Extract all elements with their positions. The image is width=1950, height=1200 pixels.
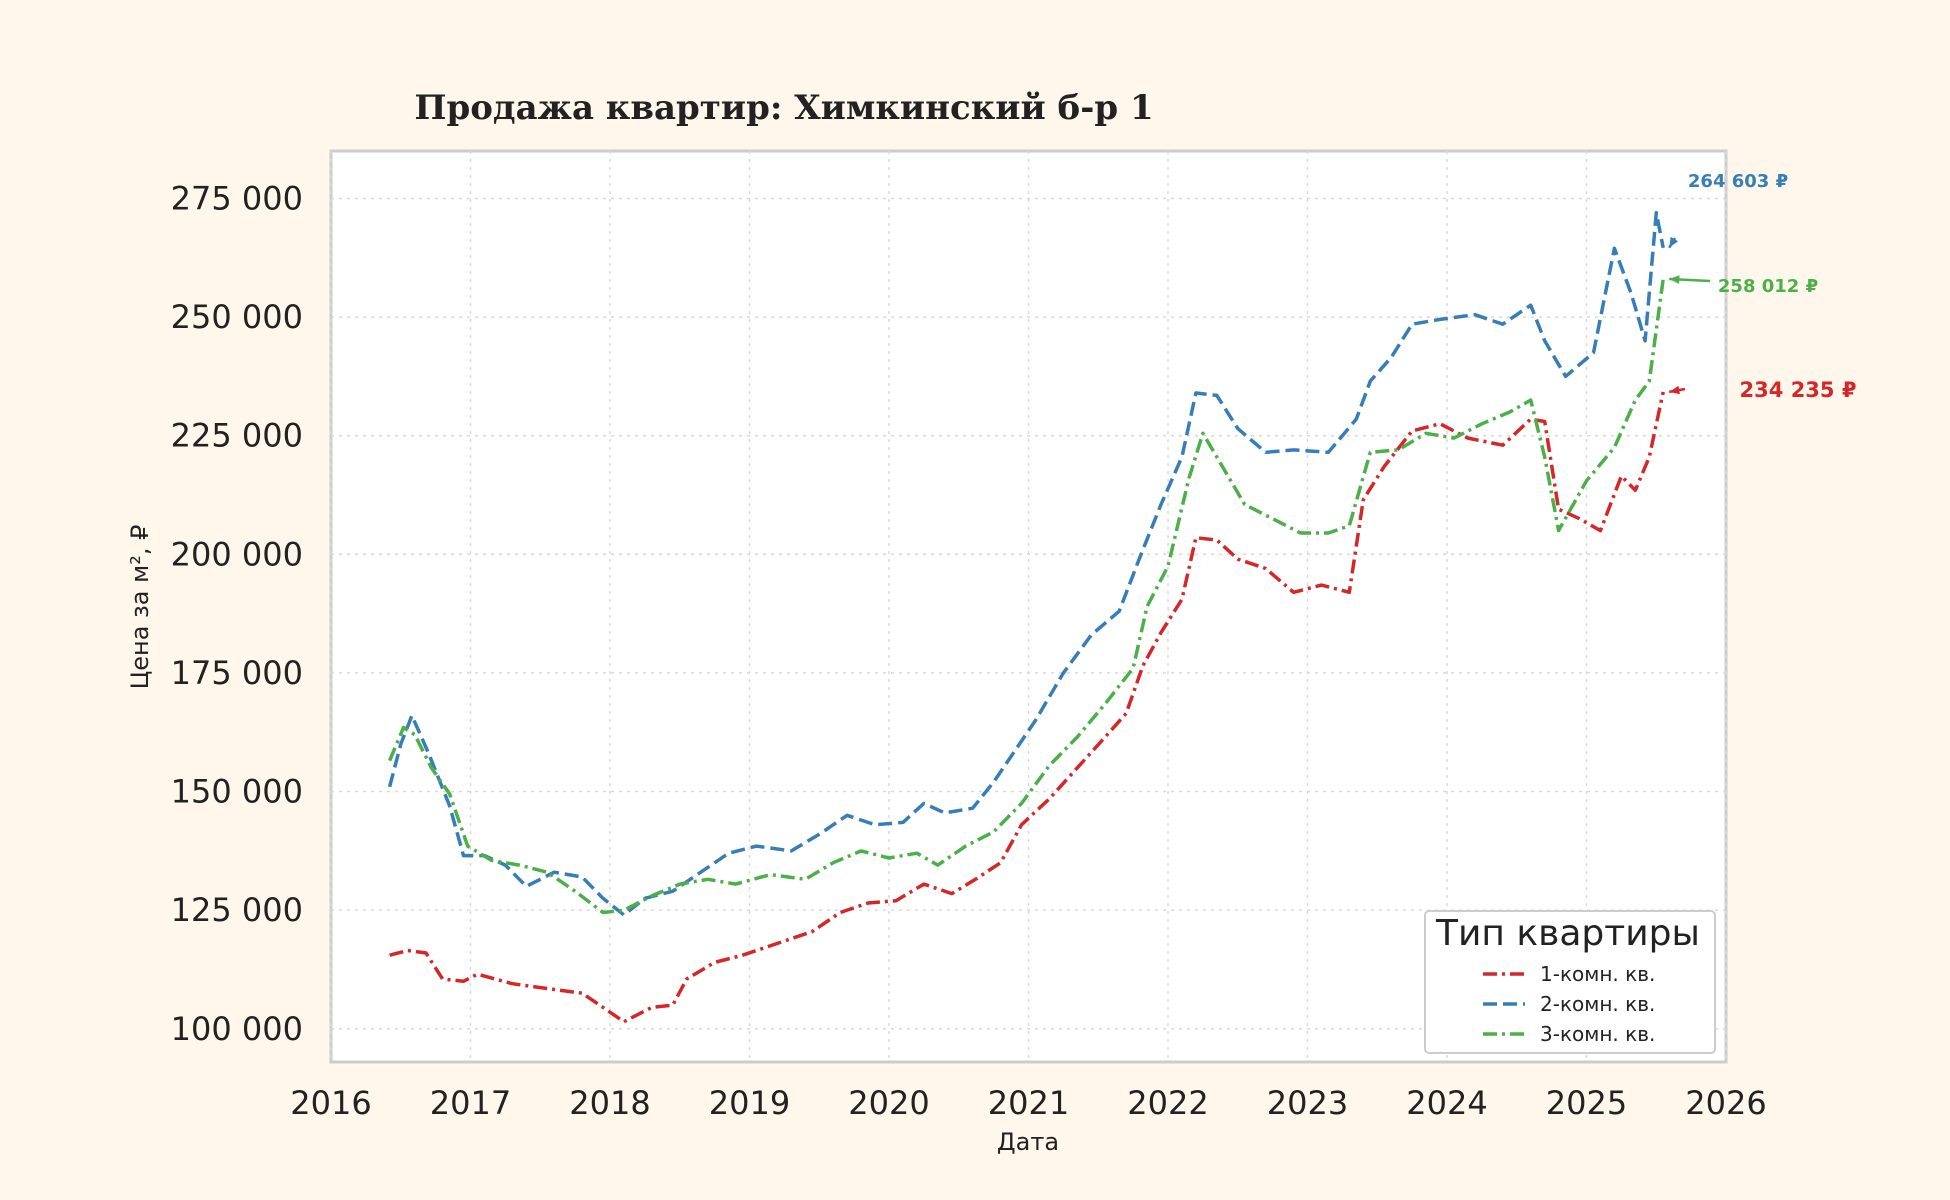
annotation-label: 264 603 ₽ — [1688, 171, 1788, 192]
series-line-1 — [389, 391, 1665, 1024]
x-tick-label: 2023 — [1267, 1084, 1348, 1122]
y-tick-label: 100 000 — [171, 1010, 303, 1048]
y-tick-label: 250 000 — [171, 298, 303, 336]
annotation-arrowhead — [1669, 236, 1679, 248]
x-tick-label: 2017 — [430, 1084, 511, 1122]
x-tick-label: 2021 — [988, 1084, 1069, 1122]
series-line-3 — [387, 278, 1665, 915]
annotation-arrowhead — [1669, 385, 1680, 395]
x-axis-ticks: 2016 2017 2018 2019 2020 2021 2022 2023 2024 2025… — [290, 1084, 1766, 1122]
x-tick-label: 2020 — [848, 1084, 929, 1122]
legend-entries: 1-комн. кв. 2-комн. кв. 3-комн. кв. — [1483, 962, 1655, 1046]
x-tick-label: 2022 — [1127, 1084, 1208, 1122]
legend-label-1: 1-комн. кв. — [1540, 962, 1655, 986]
y-tick-label: 175 000 — [171, 654, 303, 692]
chart-title: Продажа квартир: Химкинский б-р 1 — [414, 88, 1153, 128]
legend-label-3: 3-комн. кв. — [1540, 1022, 1655, 1046]
annotations: 264 603 ₽ 258 012 ₽ 234 235 ₽ — [1668, 171, 1857, 402]
x-tick-label: 2018 — [569, 1084, 650, 1122]
y-tick-label: 150 000 — [171, 773, 303, 811]
x-tick-label: 2025 — [1546, 1084, 1627, 1122]
x-tick-label: 2026 — [1685, 1084, 1766, 1122]
legend-title: Тип квартиры — [1435, 913, 1700, 954]
annotation-label: 234 235 ₽ — [1740, 378, 1857, 402]
legend-box — [1424, 910, 1716, 1054]
y-axis-label: Цена за м², ₽ — [126, 525, 154, 690]
annotation-label: 258 012 ₽ — [1718, 276, 1818, 297]
x-tick-label: 2019 — [709, 1084, 790, 1122]
series-lines — [387, 210, 1665, 1024]
y-axis-ticks: 100 000 125 000 150 000 175 000 200 000 225 0… — [171, 179, 303, 1047]
series-line-2 — [387, 210, 1665, 917]
y-tick-label: 200 000 — [171, 535, 303, 573]
x-tick-label: 2024 — [1406, 1084, 1487, 1122]
y-tick-label: 125 000 — [171, 891, 303, 929]
legend-label-2: 2-комн. кв. — [1540, 992, 1655, 1016]
annotation-arrowhead — [1669, 275, 1680, 284]
y-tick-label: 225 000 — [171, 417, 303, 455]
x-axis-label: Дата — [997, 1128, 1059, 1156]
y-tick-label: 275 000 — [171, 179, 303, 217]
x-tick-label: 2016 — [290, 1084, 371, 1122]
legend: Тип квартиры 1-комн. кв. 2-комн. кв. 3-ком… — [1424, 910, 1716, 1054]
